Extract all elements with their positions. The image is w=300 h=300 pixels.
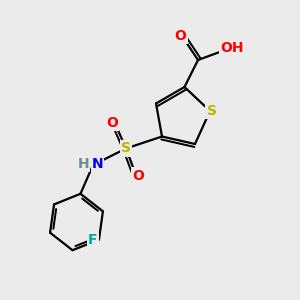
Text: O: O [175,29,187,43]
Text: H: H [78,157,89,170]
Text: N: N [92,157,103,170]
Text: F: F [88,232,98,247]
Text: O: O [106,116,118,130]
Text: S: S [121,142,131,155]
Text: OH: OH [220,41,244,55]
Text: O: O [132,169,144,182]
Text: S: S [206,104,217,118]
